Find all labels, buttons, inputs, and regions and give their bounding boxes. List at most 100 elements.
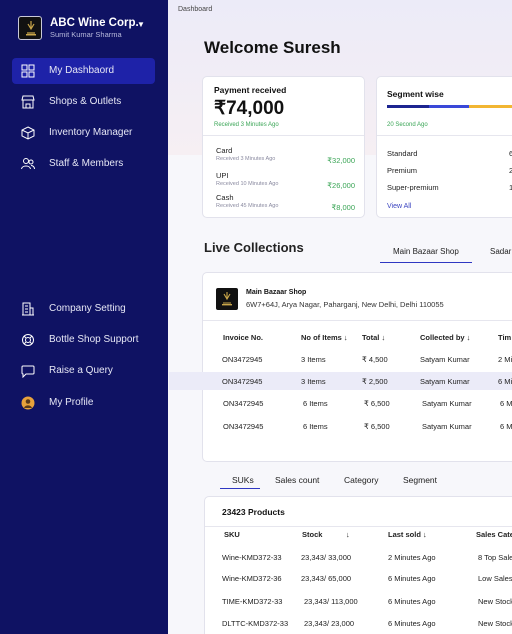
tab-category[interactable]: Category	[344, 475, 379, 485]
building-icon	[22, 302, 34, 316]
divider	[377, 135, 512, 136]
sales-category-cell: New Stock	[478, 619, 512, 628]
last-sold-cell: 6 Minutes Ago	[388, 597, 436, 606]
nav-inventory-manager[interactable]: Inventory Manager	[12, 120, 155, 146]
chevron-down-icon[interactable]: ▼	[137, 20, 145, 29]
products-count: 23423 Products	[222, 507, 285, 517]
collected-by-cell: Satyam Kumar	[422, 422, 472, 431]
total-cell: ₹ 2,500	[362, 377, 388, 386]
column-header-sku[interactable]: SKU	[224, 530, 240, 539]
invoice-cell: ON3472945	[222, 355, 263, 364]
nav-company-setting[interactable]: Company Setting	[12, 296, 155, 322]
payment-method-name: UPI	[216, 171, 229, 180]
payment-method-amount: ₹32,000	[327, 156, 355, 165]
nav-label: Raise a Query	[49, 365, 113, 376]
shop-address: 6W7+64J, Arya Nagar, Paharganj, New Delh…	[246, 300, 444, 309]
column-header-time[interactable]: Tim	[498, 333, 512, 342]
table-row[interactable]: ON3472945 3 Items ₹ 2,500 Satyam Kumar 6…	[169, 372, 512, 390]
user-name: Sumit Kumar Sharma	[50, 30, 122, 39]
payment-method-amount: ₹26,000	[327, 181, 355, 190]
payment-method-name: Cash	[216, 193, 234, 202]
nav-label: Shops & Outlets	[49, 96, 122, 107]
sku-cell: TIME-KMD372-33	[222, 597, 283, 606]
payment-title: Payment received	[214, 85, 287, 95]
stock-cell: 23,343/ 65,000	[301, 574, 352, 583]
payment-received-time: Received 3 Minutes Ago	[214, 122, 279, 128]
column-header-collected-by[interactable]: Collected by ↓	[420, 333, 471, 342]
tab-sadar[interactable]: Sadar	[490, 247, 512, 256]
invoice-cell: ON3472945	[223, 422, 264, 431]
table-row[interactable]: ON3472945 6 Items ₹ 6,500 Satyam Kumar 6…	[169, 394, 512, 412]
nav-label: Inventory Manager	[49, 127, 133, 138]
page-title: Welcome Suresh	[204, 38, 341, 57]
company-logo	[18, 16, 42, 40]
brand-switcher[interactable]: ABC Wine Corp. Sumit Kumar Sharma ▼	[18, 16, 168, 44]
column-header-last-sold[interactable]: Last sold ↓	[388, 530, 427, 539]
nav-my-profile[interactable]: My Profile	[12, 390, 155, 416]
items-cell: 3 Items	[301, 355, 326, 364]
time-cell: 6 M	[500, 399, 512, 408]
collected-by-cell: Satyam Kumar	[420, 355, 470, 364]
nav-shops-outlets[interactable]: Shops & Outlets	[12, 89, 155, 115]
nav-label: Company Setting	[49, 303, 126, 314]
invoice-cell: ON3472945	[222, 377, 263, 386]
segment-value: 2	[509, 166, 512, 175]
sales-category-cell: Low Sales	[478, 574, 512, 583]
column-header-total[interactable]: Total ↓	[362, 333, 386, 342]
nav-raise-query[interactable]: Raise a Query	[12, 358, 155, 384]
payment-method-time: Received 3 Minutes Ago	[216, 156, 276, 162]
table-row[interactable]: ON3472945 3 Items ₹ 4,500 Satyam Kumar 2…	[169, 350, 512, 368]
segment-card: Segment wise 20 Second Ago Standard 6 Pr…	[376, 76, 512, 218]
nav-bottle-shop-support[interactable]: Bottle Shop Support	[12, 327, 155, 353]
sales-category-cell: 8 Top Sale	[478, 553, 512, 562]
segment-bar-standard	[387, 105, 429, 108]
nav-label: My Profile	[49, 397, 94, 408]
payment-card: Payment received ₹74,000 Received 3 Minu…	[202, 76, 365, 218]
stock-cell: 23,343/ 23,000	[304, 619, 355, 628]
shop-name: Main Bazaar Shop	[246, 289, 307, 296]
items-cell: 6 Items	[303, 422, 328, 431]
column-header-items[interactable]: No of Items ↓	[301, 333, 348, 342]
divider	[203, 320, 512, 321]
column-header-sales-category[interactable]: Sales Cate	[476, 530, 512, 539]
box-icon	[21, 126, 35, 140]
column-header-invoice[interactable]: Invoice No.	[223, 333, 264, 342]
sku-cell: DLTTC-KMD372-33	[222, 619, 289, 628]
support-icon	[22, 334, 34, 346]
payment-method-time: Received 10 Minutes Ago	[216, 181, 279, 187]
segment-bar-premium	[429, 105, 469, 108]
collected-by-cell: Satyam Kumar	[420, 377, 470, 386]
view-all-link[interactable]: View All	[387, 203, 412, 210]
payment-amount: ₹74,000	[214, 98, 285, 119]
shop-icon	[21, 95, 35, 109]
tab-segment[interactable]: Segment	[403, 475, 438, 485]
total-cell: ₹ 4,500	[362, 355, 388, 364]
nav-label: Staff & Members	[49, 158, 124, 169]
sort-arrow-icon[interactable]: ↓	[346, 530, 350, 539]
nav-label: Bottle Shop Support	[49, 334, 139, 345]
segment-label: Standard	[387, 149, 418, 158]
payment-method-time: Received 45 Minutes Ago	[216, 203, 279, 209]
items-cell: 3 Items	[301, 377, 326, 386]
divider	[205, 526, 512, 527]
segment-value: 1	[509, 183, 512, 192]
products-card: 23423 Products	[204, 496, 512, 634]
nav-my-dashboard[interactable]: My Dashbaord	[12, 58, 155, 84]
segment-time: 20 Second Ago	[387, 122, 428, 128]
last-sold-cell: 2 Minutes Ago	[388, 553, 436, 562]
tab-sales-count[interactable]: Sales count	[275, 475, 320, 485]
time-cell: 6 M	[500, 422, 512, 431]
segment-title: Segment wise	[387, 89, 444, 99]
tab-suks[interactable]: SUKs	[232, 475, 254, 485]
column-header-stock[interactable]: Stock	[302, 530, 323, 539]
grid-icon	[21, 64, 35, 78]
people-icon	[21, 158, 35, 170]
nav-staff-members[interactable]: Staff & Members	[12, 151, 155, 177]
table-row[interactable]: ON3472945 6 Items ₹ 6,500 Satyam Kumar 6…	[169, 417, 512, 435]
tab-main-bazaar-shop[interactable]: Main Bazaar Shop	[393, 247, 459, 256]
nav-label: My Dashbaord	[49, 65, 115, 76]
sku-cell: Wine-KMD372-36	[222, 574, 282, 583]
divider	[203, 135, 364, 136]
breadcrumb[interactable]: Dashboard	[178, 6, 213, 13]
total-cell: ₹ 6,500	[364, 422, 390, 431]
